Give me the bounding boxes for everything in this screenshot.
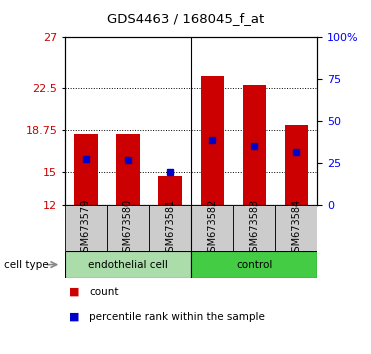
Text: ■: ■ [69, 287, 79, 297]
FancyBboxPatch shape [275, 205, 317, 251]
Text: ■: ■ [69, 312, 79, 322]
Bar [285, 125, 308, 205]
Text: endothelial cell: endothelial cell [88, 259, 168, 270]
Bar [74, 133, 98, 205]
Bar [200, 76, 224, 205]
Text: GSM673583: GSM673583 [249, 199, 259, 258]
Text: GSM673582: GSM673582 [207, 199, 217, 258]
Text: percentile rank within the sample: percentile rank within the sample [89, 312, 265, 322]
Text: control: control [236, 259, 272, 270]
Text: GDS4463 / 168045_f_at: GDS4463 / 168045_f_at [107, 12, 264, 25]
FancyBboxPatch shape [65, 251, 191, 278]
FancyBboxPatch shape [191, 205, 233, 251]
Text: GSM673580: GSM673580 [123, 199, 133, 258]
Text: cell type: cell type [4, 259, 48, 270]
FancyBboxPatch shape [233, 205, 275, 251]
Text: GSM673584: GSM673584 [291, 199, 301, 258]
FancyBboxPatch shape [65, 205, 107, 251]
Text: GSM673579: GSM673579 [81, 199, 91, 258]
Text: GSM673581: GSM673581 [165, 199, 175, 258]
Bar [243, 85, 266, 205]
FancyBboxPatch shape [149, 205, 191, 251]
FancyBboxPatch shape [191, 251, 317, 278]
FancyBboxPatch shape [107, 205, 149, 251]
Text: count: count [89, 287, 119, 297]
Bar [158, 176, 181, 205]
Bar [116, 133, 139, 205]
